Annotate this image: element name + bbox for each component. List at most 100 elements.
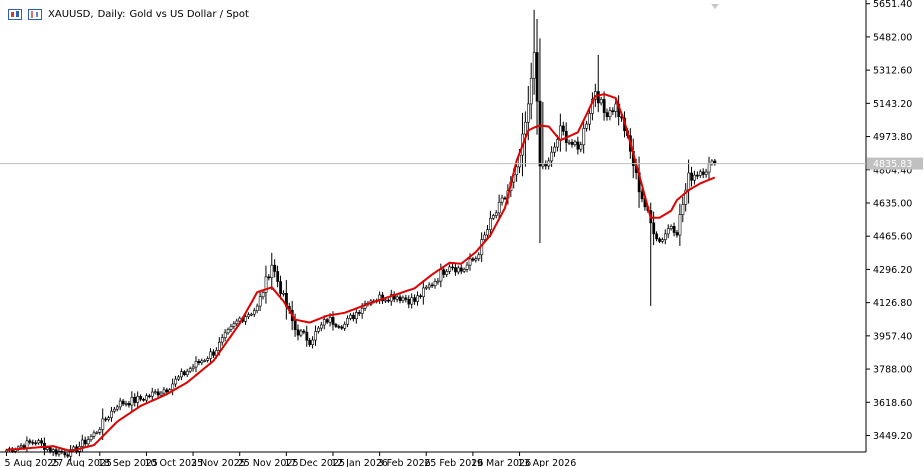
candle-body: [544, 163, 548, 167]
candle-body: [602, 99, 606, 113]
candle-body: [235, 320, 239, 325]
x-tick-label: 5 Aug 2025: [5, 458, 60, 467]
candle-body: [352, 314, 355, 320]
candle-body: [51, 449, 55, 452]
candle-body: [171, 383, 175, 390]
candle-body: [477, 254, 481, 259]
candle-body: [596, 91, 600, 104]
x-tick-label: 12 Jan 2026: [331, 458, 388, 467]
candle-body: [320, 324, 323, 329]
candle-body: [489, 217, 492, 230]
candle-body: [165, 389, 169, 393]
candle-body: [532, 52, 536, 79]
candle-body: [48, 447, 52, 452]
candle-body: [430, 284, 434, 287]
candle-body: [314, 331, 317, 341]
candle-body: [693, 174, 696, 181]
candle-body: [180, 371, 183, 378]
candle-body: [427, 284, 431, 288]
candle-body: [115, 406, 119, 410]
x-tick-label: 18 Sep 2025: [98, 458, 158, 467]
moving-average-layer: [6, 93, 716, 453]
candle-body: [395, 296, 399, 300]
candle-body: [328, 317, 332, 323]
candle-body: [334, 324, 338, 327]
candle-body: [413, 297, 417, 302]
candle-body: [462, 269, 466, 272]
candle-body: [252, 310, 256, 315]
candle-body: [422, 287, 425, 298]
candle-body: [526, 103, 530, 123]
candle-body: [503, 197, 507, 200]
candle-body: [145, 395, 148, 401]
y-tick-label: 4973.80: [873, 132, 912, 143]
candle-body: [640, 191, 644, 200]
current-price-label: 4835.83: [873, 159, 912, 170]
bar-chart-icon[interactable]: [28, 8, 42, 20]
candle-body: [436, 280, 440, 283]
candle-body: [433, 281, 437, 286]
candle-body: [410, 297, 414, 305]
candle-body: [177, 376, 180, 380]
candle-body: [672, 226, 676, 233]
candle-body: [197, 361, 201, 364]
candle-body: [217, 341, 221, 351]
candle-body: [529, 77, 533, 105]
candle-body: [707, 163, 711, 173]
candle-body: [118, 400, 122, 408]
candle-body: [401, 297, 405, 301]
candle-body: [599, 99, 603, 104]
candle-body: [250, 313, 253, 316]
candle-body: [652, 222, 656, 235]
y-tick-label: 4804.40: [873, 165, 912, 176]
candle-body: [492, 215, 495, 219]
x-tick-label: 3 Nov 2025: [191, 458, 246, 467]
candle-body: [28, 440, 32, 443]
candle-body: [83, 439, 87, 445]
candle-body: [279, 281, 283, 294]
candle-body: [89, 435, 93, 440]
candle-body: [541, 163, 545, 167]
candle-body: [25, 440, 29, 449]
candle-body: [305, 331, 309, 341]
candle-body: [133, 396, 137, 403]
y-tick-label: 5651.40: [873, 0, 912, 10]
candle-body: [255, 305, 259, 312]
candle-body: [398, 296, 402, 301]
moving-average-line: [6, 93, 716, 453]
candle-body: [130, 396, 134, 406]
candle-body: [387, 299, 390, 302]
candle-body: [442, 269, 446, 275]
candle-body: [454, 267, 457, 273]
candle-body: [451, 266, 454, 269]
candle-body: [474, 258, 478, 261]
candlestick-chart-icon[interactable]: [8, 8, 22, 20]
candle-body: [136, 396, 140, 403]
candle-body: [282, 292, 285, 295]
candle-body: [576, 141, 580, 150]
chart-shift-marker-icon: [711, 4, 719, 9]
candle-body: [701, 171, 705, 175]
candle-body: [57, 450, 61, 455]
candle-body: [582, 128, 586, 146]
candle-body: [497, 201, 501, 214]
candle-body: [407, 299, 411, 305]
candle-body: [663, 233, 667, 240]
candle-body: [299, 330, 303, 336]
y-tick-label: 3788.00: [873, 365, 912, 376]
candle-body: [69, 449, 73, 457]
candle-body: [104, 418, 108, 421]
candle-body: [80, 439, 84, 447]
timeframe-label: Daily:: [97, 8, 126, 20]
candle-body: [585, 123, 589, 129]
candle-body: [346, 318, 350, 325]
y-tick-label: 3618.60: [873, 398, 912, 409]
candle-body: [121, 400, 125, 405]
candle-body: [142, 399, 146, 401]
candle-body: [500, 197, 504, 203]
candle-body: [86, 439, 90, 445]
candle-body: [690, 172, 694, 181]
chart-header: XAUUSD, Daily: Gold vs US Dollar / Spot: [8, 7, 249, 21]
